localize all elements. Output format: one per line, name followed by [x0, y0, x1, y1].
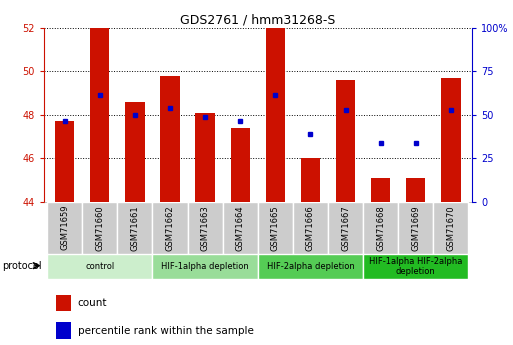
Bar: [90, 28, 109, 202]
Bar: [301, 158, 320, 202]
Bar: [328, 202, 363, 254]
Bar: [56, 295, 71, 311]
Bar: [117, 202, 152, 254]
Text: GSM71667: GSM71667: [341, 205, 350, 250]
Text: GSM71662: GSM71662: [166, 205, 174, 250]
Text: GSM71660: GSM71660: [95, 205, 104, 250]
Bar: [152, 254, 258, 279]
Bar: [82, 202, 117, 254]
Title: GDS2761 / hmm31268-S: GDS2761 / hmm31268-S: [180, 13, 336, 27]
Text: protocol: protocol: [3, 262, 42, 271]
Text: percentile rank within the sample: percentile rank within the sample: [78, 326, 254, 335]
Text: GSM71659: GSM71659: [60, 205, 69, 250]
Text: HIF-1alpha depletion: HIF-1alpha depletion: [161, 262, 249, 271]
Text: GSM71666: GSM71666: [306, 205, 315, 250]
Bar: [363, 254, 468, 279]
Text: HIF-1alpha HIF-2alpha
depletion: HIF-1alpha HIF-2alpha depletion: [369, 257, 463, 276]
Bar: [161, 76, 180, 202]
Bar: [258, 254, 363, 279]
Bar: [363, 202, 398, 254]
Bar: [188, 202, 223, 254]
Text: control: control: [85, 262, 114, 271]
Bar: [433, 202, 468, 254]
Text: GSM71661: GSM71661: [130, 205, 140, 250]
Bar: [230, 128, 250, 202]
Text: GSM71663: GSM71663: [201, 205, 210, 250]
Bar: [47, 254, 152, 279]
Bar: [406, 178, 425, 202]
Bar: [125, 102, 145, 202]
Bar: [398, 202, 433, 254]
Text: GSM71668: GSM71668: [376, 205, 385, 250]
Bar: [258, 202, 293, 254]
Bar: [47, 202, 82, 254]
Bar: [441, 78, 461, 202]
Bar: [336, 80, 355, 202]
Text: GSM71665: GSM71665: [271, 205, 280, 250]
Text: HIF-2alpha depletion: HIF-2alpha depletion: [267, 262, 354, 271]
Bar: [152, 202, 188, 254]
Text: GSM71669: GSM71669: [411, 205, 420, 250]
Bar: [223, 202, 258, 254]
Bar: [371, 178, 390, 202]
Text: GSM71664: GSM71664: [236, 205, 245, 250]
Bar: [55, 121, 74, 202]
Bar: [195, 112, 215, 202]
Bar: [56, 322, 71, 339]
Text: GSM71670: GSM71670: [446, 205, 456, 250]
Bar: [293, 202, 328, 254]
Bar: [266, 28, 285, 202]
Text: count: count: [78, 298, 107, 308]
